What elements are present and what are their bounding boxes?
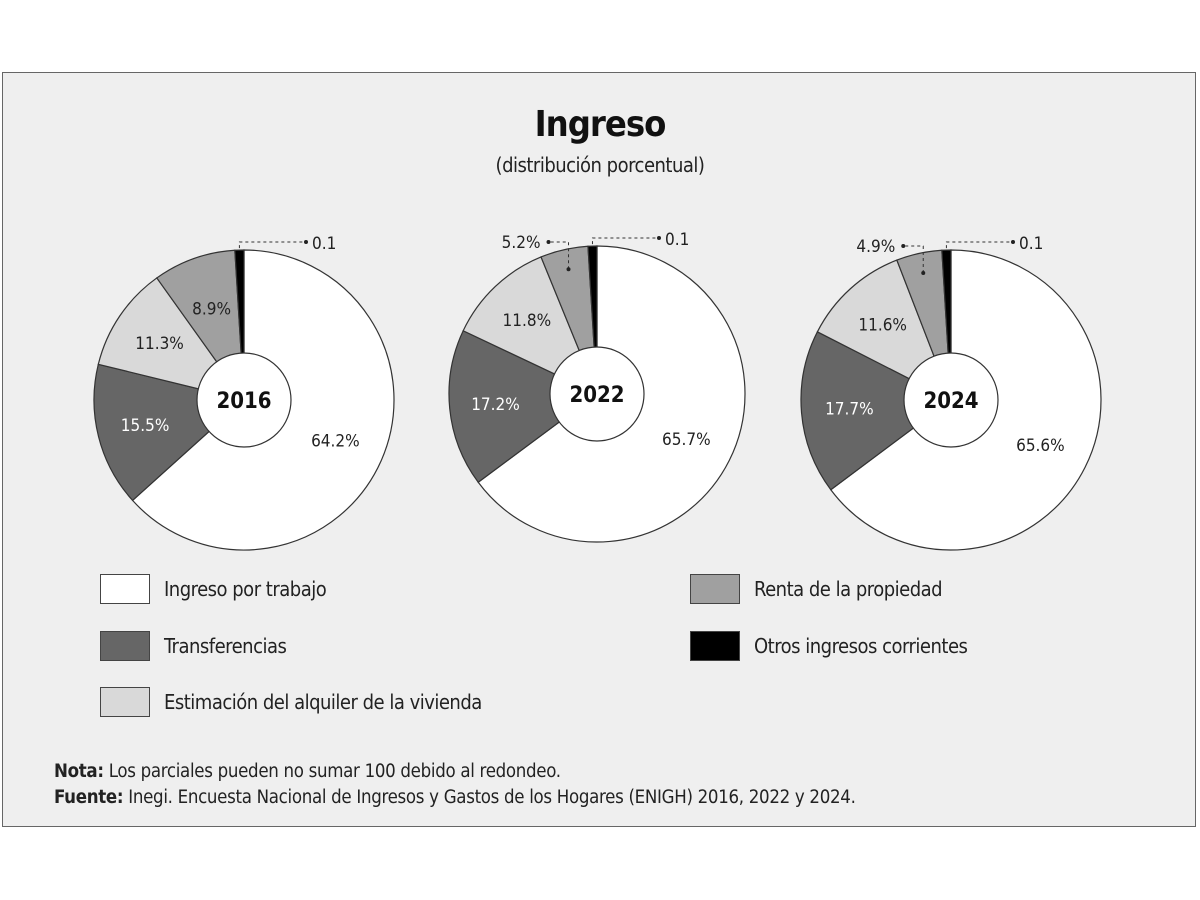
leader-line [591, 237, 659, 245]
pie-slice [462, 256, 599, 396]
data-label: 0.1 [665, 230, 689, 250]
pie-slice [800, 330, 953, 491]
data-label: 65.6% [1016, 436, 1065, 456]
leader-dot [546, 240, 551, 244]
pie-2024: 2024 65.6% 17.7% 11.6% 4.9% 0.1 [800, 234, 1102, 551]
donut-hole [903, 352, 999, 448]
year-label: 2022 [569, 383, 624, 408]
source-label: Fuente: [54, 787, 124, 808]
data-label: 17.2% [471, 395, 520, 415]
data-label: 64.2% [311, 432, 360, 452]
leader-dot [921, 270, 926, 275]
leader-dot [657, 236, 661, 240]
data-label: 11.3% [135, 334, 184, 354]
data-label: 8.9% [192, 300, 231, 320]
pie-slice [448, 329, 599, 484]
donut-hole [549, 346, 645, 442]
chart-subtitle: (distribución porcentual) [495, 153, 705, 177]
year-label: 2024 [923, 389, 978, 414]
leader-dot [304, 240, 308, 244]
note: Nota: Los parciales pueden no sumar 100 … [54, 761, 561, 782]
legend-swatch [690, 574, 740, 604]
legend-item: Ingreso por trabajo [100, 574, 327, 604]
note-text: Los parciales pueden no sumar 100 debido… [103, 761, 561, 782]
data-label: 5.2% [502, 233, 541, 253]
legend-item: Renta de la propiedad [690, 574, 943, 604]
data-label: 65.7% [662, 430, 711, 450]
legend-label: Otros ingresos corrientes [754, 634, 968, 658]
pie-2016: 2016 64.2% 15.5% 11.3% 8.9% 0.1 [93, 234, 395, 551]
leader-dot [901, 244, 906, 248]
source-text: Inegi. Encuesta Nacional de Ingresos y G… [123, 787, 856, 808]
legend-item: Otros ingresos corrientes [690, 631, 968, 661]
legend-label: Ingreso por trabajo [164, 577, 327, 601]
year-label: 2016 [216, 389, 271, 414]
legend-item: Estimación del alquiler de la vivienda [100, 687, 482, 717]
leader-line [945, 241, 1013, 249]
legend-swatch [690, 631, 740, 661]
data-label: 17.7% [825, 400, 874, 420]
data-label: 4.9% [856, 237, 895, 257]
leader-line [903, 245, 924, 273]
data-label: 0.1 [312, 234, 336, 254]
legend-swatch [100, 631, 150, 661]
legend-label: Transferencias [164, 634, 287, 658]
data-label: 11.6% [858, 315, 907, 335]
pie-slice [816, 259, 953, 402]
leader-dot [566, 267, 571, 272]
leader-dot [1011, 240, 1015, 244]
note-label: Nota: [54, 761, 104, 782]
legend-label: Estimación del alquiler de la vivienda [164, 690, 482, 714]
source: Fuente: Inegi. Encuesta Nacional de Ingr… [54, 787, 856, 808]
pie-2022: 2022 65.7% 17.2% 11.8% 5.2% 0.1 [448, 230, 746, 543]
data-label: 11.8% [503, 311, 552, 331]
legend-swatch [100, 574, 150, 604]
leader-line [238, 241, 306, 249]
chart-title: Ingreso [534, 104, 667, 145]
data-label: 15.5% [121, 416, 170, 436]
legend-swatch [100, 687, 150, 717]
legend-label: Renta de la propiedad [754, 577, 943, 601]
data-label: 0.1 [1019, 234, 1043, 254]
donut-hole [196, 352, 292, 448]
legend-item: Transferencias [100, 631, 287, 661]
